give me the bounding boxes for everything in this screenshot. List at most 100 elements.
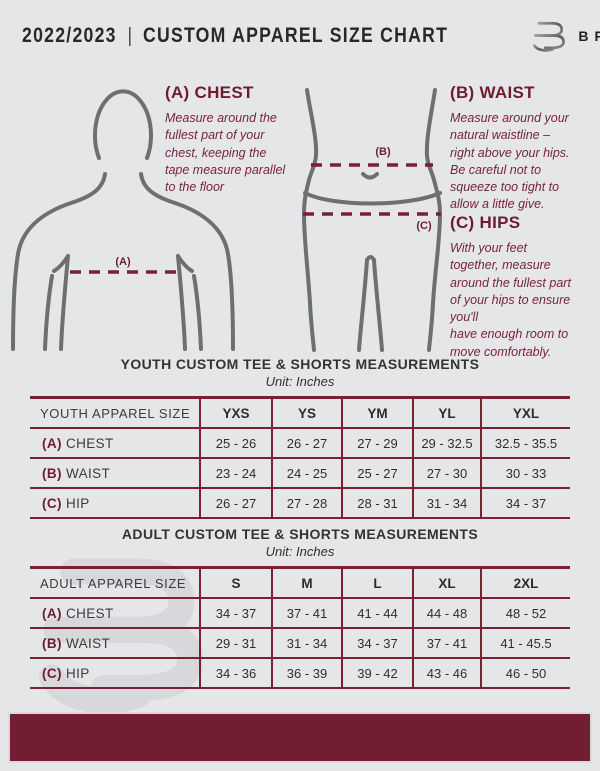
youth-header-row: YOUTH APPAREL SIZE YXS YS YM YL YXL (30, 397, 570, 428)
adult-waist-label: (B) WAIST (30, 627, 200, 658)
adult-table-unit: Unit: Inches (265, 544, 335, 559)
adult-hip-label: (C) HIP (30, 657, 200, 688)
waist-guide-heading: (B) WAIST (450, 83, 535, 102)
cell-value: 31 - 34 (271, 627, 342, 658)
cell-value: 44 - 48 (412, 597, 481, 628)
adult-chest-label: (A) CHEST (30, 597, 200, 628)
marker-a-label: (A) (115, 256, 131, 268)
size-col-2xl: 2XL (480, 567, 570, 598)
cell-value: 34 - 36 (199, 657, 272, 688)
lower-body-figure (301, 88, 443, 352)
cell-value: 26 - 27 (271, 427, 342, 458)
table-row: (A) CHEST 34 - 37 37 - 41 41 - 44 44 - 48… (30, 597, 570, 628)
size-col-ys: YS (271, 397, 342, 428)
cell-value: 46 - 50 (480, 657, 570, 688)
table-row: (B) WAIST 23 - 24 24 - 25 25 - 27 27 - 30… (30, 457, 570, 488)
cell-value: 43 - 46 (412, 657, 481, 688)
breakaway-logo-icon (533, 21, 566, 52)
row-name: CHEST (65, 605, 114, 621)
adult-table-title: ADULT CUSTOM TEE & SHORTS MEASUREMENTS (121, 526, 479, 542)
cell-value: 26 - 27 (199, 487, 272, 518)
chest-guide-body: Measure around the fullest part of your … (165, 111, 286, 194)
cell-value: 34 - 37 (341, 627, 413, 658)
waist-guide-body: Measure around your natural waistline – … (450, 111, 570, 212)
adult-size-col-header: ADULT APPAREL SIZE (40, 575, 187, 591)
chest-guide: (A) CHEST Measure around the fullest par… (165, 83, 310, 196)
row-name: WAIST (65, 635, 111, 651)
cell-value: 23 - 24 (199, 457, 272, 488)
size-col-s: S (199, 567, 272, 598)
hips-guide-body: With your feet together, measure around … (450, 241, 571, 359)
marker-c-label: (C) (416, 220, 432, 232)
waist-guide: (B) WAIST Measure around your natural wa… (450, 83, 600, 214)
edition-label: 2022/2023 (22, 24, 117, 47)
size-col-yl: YL (412, 397, 481, 428)
brand-name: BREAKAWAY (578, 28, 600, 44)
row-prefix: (A) (42, 435, 62, 451)
adult-table-section: ADULT CUSTOM TEE & SHORTS MEASUREMENTS U… (30, 526, 570, 689)
cell-value: 36 - 39 (271, 657, 342, 688)
title-separator: | (127, 24, 133, 47)
cell-value: 27 - 28 (271, 487, 342, 518)
cell-value: 41 - 45.5 (480, 627, 570, 658)
cell-value: 24 - 25 (271, 457, 342, 488)
row-prefix: (C) (42, 495, 62, 511)
cell-value: 27 - 30 (412, 457, 481, 488)
cell-value: 48 - 52 (480, 597, 570, 628)
adult-size-table: ADULT APPAREL SIZE S M L XL 2XL (A) CHEST… (30, 566, 570, 689)
cell-value: 25 - 26 (199, 427, 272, 458)
row-prefix: (B) (42, 465, 62, 481)
row-name: WAIST (65, 465, 111, 481)
table-row: (C) HIP 26 - 27 27 - 28 28 - 31 31 - 34 3… (30, 487, 570, 518)
hips-guide: (C) HIPS With your feet together, measur… (450, 213, 600, 361)
cell-value: 32.5 - 35.5 (480, 427, 570, 458)
table-row: (C) HIP 34 - 36 36 - 39 39 - 42 43 - 46 4… (30, 657, 570, 688)
hips-guide-heading: (C) HIPS (450, 213, 521, 232)
cell-value: 29 - 31 (199, 627, 272, 658)
cell-value: 28 - 31 (341, 487, 413, 518)
page-title: CUSTOM APPAREL SIZE CHART (142, 24, 449, 47)
youth-chest-label: (A) CHEST (30, 427, 200, 458)
cell-value: 25 - 27 (341, 457, 413, 488)
youth-hip-label: (C) HIP (30, 487, 200, 518)
size-col-ym: YM (341, 397, 413, 428)
measurement-diagram-section: (A) (B) (C) (A) CHEST Measure around the… (0, 70, 600, 359)
cell-value: 27 - 29 (341, 427, 413, 458)
youth-table-section: YOUTH CUSTOM TEE & SHORTS MEASUREMENTS U… (30, 356, 570, 519)
cell-value: 31 - 34 (412, 487, 481, 518)
chest-guide-heading: (A) CHEST (165, 83, 254, 102)
youth-size-table: YOUTH APPAREL SIZE YXS YS YM YL YXL (A) C… (30, 396, 570, 519)
adult-header-row: ADULT APPAREL SIZE S M L XL 2XL (30, 567, 570, 598)
youth-waist-label: (B) WAIST (30, 457, 200, 488)
table-row: (B) WAIST 29 - 31 31 - 34 34 - 37 37 - 41… (30, 627, 570, 658)
row-name: HIP (65, 495, 90, 511)
cell-value: 30 - 33 (480, 457, 570, 488)
cell-value: 37 - 41 (271, 597, 342, 628)
upper-body-figure (11, 89, 235, 351)
youth-table-unit: Unit: Inches (265, 374, 335, 389)
cell-value: 29 - 32.5 (412, 427, 481, 458)
size-col-yxs: YXS (199, 397, 272, 428)
cell-value: 34 - 37 (199, 597, 272, 628)
size-col-l: L (341, 567, 413, 598)
cell-value: 34 - 37 (480, 487, 570, 518)
marker-b-label: (B) (375, 146, 391, 158)
size-col-xl: XL (412, 567, 481, 598)
table-row: (A) CHEST 25 - 26 26 - 27 27 - 29 29 - 32… (30, 427, 570, 458)
cell-value: 41 - 44 (341, 597, 413, 628)
size-col-m: M (271, 567, 342, 598)
row-prefix: (C) (42, 665, 62, 681)
footer-accent-bar (8, 712, 592, 763)
size-col-yxl: YXL (480, 397, 570, 428)
cell-value: 39 - 42 (341, 657, 413, 688)
brand-group: BREAKAWAY (529, 16, 600, 56)
cell-value: 37 - 41 (412, 627, 481, 658)
row-name: CHEST (65, 435, 114, 451)
row-prefix: (A) (42, 605, 62, 621)
youth-table-title: YOUTH CUSTOM TEE & SHORTS MEASUREMENTS (120, 356, 480, 372)
header: 2022/2023 | CUSTOM APPAREL SIZE CHART (0, 0, 600, 72)
youth-size-col-header: YOUTH APPAREL SIZE (40, 405, 191, 421)
header-title-group: 2022/2023 | CUSTOM APPAREL SIZE CHART (22, 24, 448, 48)
row-name: HIP (65, 665, 90, 681)
